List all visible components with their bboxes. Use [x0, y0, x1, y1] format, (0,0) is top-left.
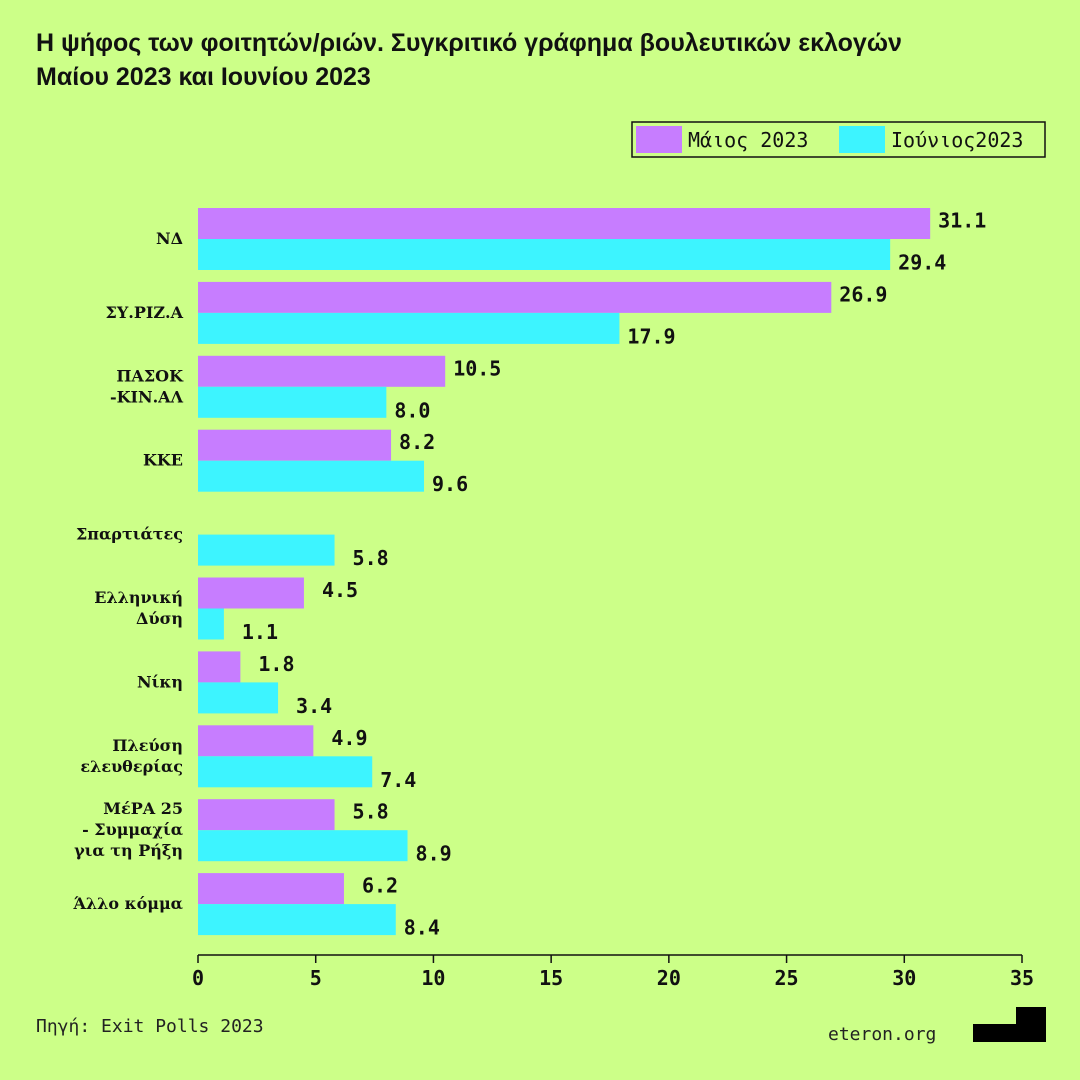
- value-label: 1.1: [242, 620, 278, 644]
- bar: [198, 281, 832, 313]
- category-label: Άλλο κόμμα: [73, 894, 184, 913]
- bar: [198, 799, 335, 831]
- value-label: 9.6: [432, 472, 468, 496]
- value-label: 26.9: [839, 282, 887, 306]
- x-tick-label: 20: [657, 966, 681, 990]
- logo: [973, 1007, 1046, 1042]
- bar: [198, 429, 392, 461]
- bar: [198, 873, 344, 905]
- category-label: ΣΥ.ΡΙΖ.Α: [106, 303, 184, 322]
- value-label: 7.4: [380, 768, 416, 792]
- bar: [198, 312, 620, 344]
- chart-title: Η ψήφος των φοιτητών/ριών. Συγκριτικό γρ…: [36, 29, 902, 91]
- value-label: 31.1: [938, 209, 986, 233]
- value-label: 4.9: [331, 726, 367, 750]
- bar: [198, 208, 931, 239]
- legend-box: [631, 121, 1046, 158]
- bar: [198, 830, 408, 862]
- category-label: Ελληνική Δύση: [94, 588, 183, 628]
- value-label: 17.9: [627, 324, 675, 348]
- bar: [198, 756, 373, 788]
- source: Πηγή: Exit Polls 2023: [36, 1016, 264, 1037]
- x-tick-label: 5: [310, 966, 322, 990]
- x-tick-label: 15: [539, 966, 563, 990]
- legend-label: Μάιος 2023: [688, 128, 808, 152]
- category-label: Νίκη: [137, 672, 183, 691]
- x-tick-label: 30: [892, 966, 916, 990]
- legend-swatch: [636, 126, 682, 153]
- value-label: 29.4: [898, 251, 946, 275]
- bar: [198, 386, 387, 418]
- x-tick-label: 35: [1010, 966, 1034, 990]
- x-tick-label: 25: [775, 966, 799, 990]
- bar: [198, 577, 304, 609]
- bar: [198, 682, 279, 714]
- bar: [198, 725, 314, 757]
- legend-swatch: [839, 126, 885, 153]
- value-label: 4.5: [322, 578, 358, 602]
- value-label: 5.8: [353, 546, 389, 570]
- bar: [198, 239, 891, 270]
- bar: [198, 534, 335, 566]
- bar: [198, 608, 224, 640]
- value-label: 10.5: [453, 356, 501, 380]
- value-label: 5.8: [353, 800, 389, 824]
- bar: [198, 904, 396, 936]
- value-label: 8.0: [394, 398, 430, 422]
- bar: [198, 355, 446, 387]
- category-label: ΚΚΕ: [143, 451, 183, 470]
- category-label: ΝΔ: [156, 229, 183, 248]
- value-label: 8.2: [399, 430, 435, 454]
- category-label: ΜέΡΑ 25- Συμμαχία για τη Ρήξη: [74, 799, 183, 860]
- bar: [198, 460, 425, 492]
- value-label: 8.4: [404, 916, 440, 940]
- brand: eteron.org: [828, 1024, 936, 1045]
- x-tick-label: 0: [192, 966, 204, 990]
- category-label: Σπαρτιάτες: [76, 525, 183, 544]
- category-label: ΠΑΣΟΚ -ΚΙΝ.ΑΛ: [110, 366, 184, 406]
- value-label: 8.9: [416, 842, 452, 866]
- category-label: Πλεύση ελευθερίας: [80, 736, 183, 776]
- x-tick-label: 10: [421, 966, 445, 990]
- value-label: 1.8: [258, 652, 294, 676]
- bar: [198, 651, 241, 683]
- legend-label: Ιούνιος2023: [891, 128, 1023, 152]
- value-label: 6.2: [362, 874, 398, 898]
- value-label: 3.4: [296, 694, 332, 718]
